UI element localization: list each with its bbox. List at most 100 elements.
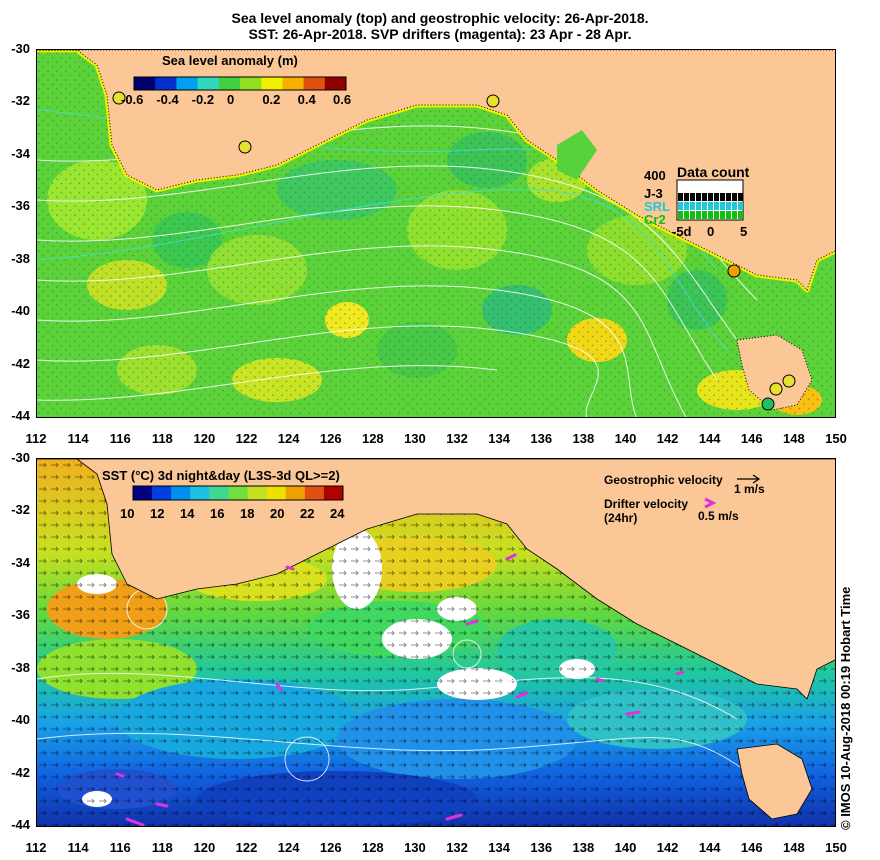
y-tick-label: -38	[11, 250, 30, 266]
x-tick-label: 142	[656, 840, 679, 855]
colorbar-tick-label: -0.6	[121, 92, 144, 107]
data-count-bar	[720, 193, 725, 201]
sla-map	[37, 50, 835, 417]
colorbar-swatch	[133, 486, 153, 500]
y-tick-label: -36	[11, 607, 30, 623]
data-count-max: 400	[644, 168, 666, 183]
data-count-bar	[708, 211, 713, 219]
data-count-bar	[702, 193, 707, 201]
colorbar-swatch	[171, 486, 191, 500]
drifter-legend-label: Drifter velocity	[604, 497, 689, 511]
x-tick-label: 112	[25, 431, 47, 446]
sst-map	[37, 459, 835, 826]
sla-colorbar	[133, 76, 347, 91]
credit-line: © IMOS 10-Aug-2018 00:19 Hobart Time	[838, 586, 853, 830]
drifter-scale-arrow	[704, 497, 717, 509]
data-count-bar	[714, 211, 719, 219]
x-tick-label: 150	[825, 840, 847, 855]
colorbar-tick-label: 14	[180, 506, 195, 521]
data-count-bar	[738, 193, 743, 201]
data-count-title: Data count	[677, 164, 750, 180]
data-count-bar	[678, 193, 683, 201]
x-tick-label: 124	[277, 431, 300, 446]
x-tick-label: 134	[488, 431, 510, 446]
y-tick-label: -30	[11, 450, 30, 465]
data-count-bar	[696, 211, 701, 219]
y-tick-label: -40	[11, 303, 30, 319]
x-tick-label: 142	[656, 431, 679, 446]
x-tick-label: 120	[193, 431, 216, 446]
geostrophic-scale-arrow	[737, 474, 761, 484]
data-count-bar	[738, 211, 743, 219]
data-count-inset	[676, 179, 744, 221]
x-tick-label: 130	[404, 840, 426, 855]
x-tick-label: 134	[488, 840, 510, 855]
data-count-bar	[702, 211, 707, 219]
x-tick-label: 136	[530, 431, 553, 446]
colorbar-tick-label: 12	[150, 506, 165, 521]
data-count-bar	[708, 193, 713, 201]
x-tick-label: 146	[740, 431, 763, 446]
sla-colorbar-title: Sea level anomaly (m)	[162, 53, 298, 68]
data-count-bar	[684, 193, 689, 201]
drifter-legend-label2: (24hr)	[604, 511, 638, 525]
colorbar-tick-label: 0.2	[262, 92, 281, 107]
colorbar-swatch	[240, 77, 262, 90]
x-tick-label: 140	[614, 431, 637, 446]
drifter-tracks	[115, 553, 685, 826]
data-count-bar	[726, 202, 731, 210]
x-tick-label: 122	[235, 431, 258, 446]
data-count-bar	[714, 202, 719, 210]
colorbar-swatch	[176, 77, 199, 90]
geostrophic-legend-scale: 1 m/s	[734, 482, 765, 496]
geostrophic-legend-label: Geostrophic velocity	[604, 473, 723, 487]
y-tick-label: -44	[11, 408, 30, 423]
colorbar-tick-label: 0.6	[333, 92, 352, 107]
x-tick-label: 138	[572, 431, 595, 446]
data-count-bar	[738, 202, 743, 210]
figure-title-line2: SST: 26-Apr-2018. SVP drifters (magenta)…	[248, 26, 632, 42]
x-tick-label: 128	[361, 840, 384, 855]
colorbar-swatch	[285, 486, 306, 500]
colorbar-tick-label: 22	[300, 506, 315, 521]
sst-map-panel	[36, 458, 836, 827]
colorbar-tick-label: -0.2	[191, 92, 215, 107]
x-tick-label: 146	[740, 840, 763, 855]
colorbar-tick-label: 24	[330, 506, 345, 521]
y-tick-label: -36	[11, 198, 30, 214]
colorbar-tick-label: 20	[270, 506, 285, 521]
x-tick-label: 122	[235, 840, 258, 855]
drifter-legend-scale: 0.5 m/s	[698, 509, 739, 523]
colorbar-swatch	[324, 77, 347, 90]
x-tick-label: 130	[404, 431, 426, 446]
sst-colorbar	[132, 485, 344, 501]
x-tick-label: 120	[193, 840, 216, 855]
colorbar-tick-label: -0.4	[156, 92, 179, 107]
australia-land	[37, 50, 835, 411]
colorbar-swatch	[303, 77, 326, 90]
data-count-xlabel-2: 5	[740, 224, 748, 239]
data-count-bar	[684, 211, 689, 219]
x-tick-label: 148	[783, 840, 805, 855]
data-count-bar	[696, 193, 701, 201]
figure-title-line1: Sea level anomaly (top) and geostrophic …	[231, 10, 649, 26]
colorbar-swatch	[323, 486, 344, 500]
colorbar-tick-label: 0.4	[297, 92, 316, 107]
colorbar-tick-label: 10	[120, 506, 135, 521]
x-tick-label: 138	[572, 840, 595, 855]
colorbar-tick-label: 16	[210, 506, 225, 521]
data-count-bar	[702, 202, 707, 210]
data-count-bar	[720, 211, 725, 219]
x-tick-label: 132	[446, 840, 468, 855]
data-count-bar	[714, 193, 719, 201]
colorbar-tick-label: 18	[240, 506, 255, 521]
data-count-bar	[678, 202, 683, 210]
data-count-bar	[708, 202, 713, 210]
x-tick-label: 118	[151, 840, 173, 855]
colorbar-swatch	[152, 486, 172, 500]
data-count-series-j3: J-3	[644, 186, 663, 201]
x-tick-label: 118	[151, 431, 173, 446]
colorbar-swatch	[155, 77, 177, 90]
x-tick-label: 112	[25, 840, 47, 855]
data-count-bar	[678, 211, 683, 219]
